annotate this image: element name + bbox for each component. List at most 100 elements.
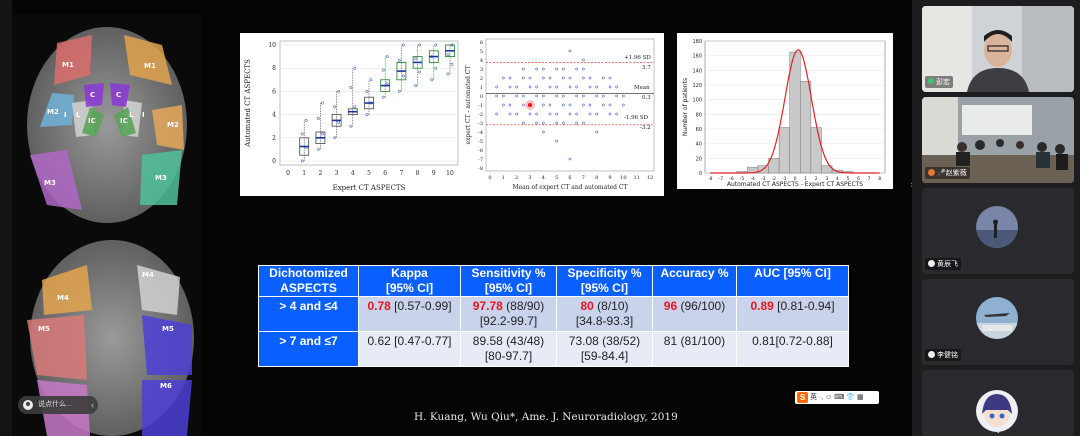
diff-point xyxy=(615,94,619,98)
x-tick-label: 1 xyxy=(502,175,505,181)
diff-point xyxy=(495,112,499,116)
participant-name: 李健铭 xyxy=(925,349,961,361)
y-tick-label: -5 xyxy=(478,139,483,145)
histogram-figure: 0 20 40 60 80 100 120 140 160 180 -8 -7 -6 -5 -4 -3 -2-… xyxy=(677,33,893,189)
row-label: > 7 and ≤7 xyxy=(258,331,359,367)
y-tick-label: -8 xyxy=(478,166,483,172)
outlier-point xyxy=(434,43,438,47)
kappa-cell: 0.78 [0.57-0.99] xyxy=(358,296,461,332)
col-header-kappa: Kappa [95% CI] xyxy=(358,265,461,297)
participant-tile[interactable]: 李健铭 xyxy=(922,279,1074,365)
y-tick-label: -2 xyxy=(478,112,483,118)
chevron-left-icon[interactable]: ‹ xyxy=(91,400,94,410)
x-tick-label: 7 xyxy=(868,176,871,182)
outlier-point xyxy=(385,82,389,86)
histogram-bar xyxy=(800,81,812,174)
mean-label: Mean xyxy=(634,85,650,91)
y-tick-label: 6 xyxy=(480,40,483,46)
y-tick-label: 4 xyxy=(480,58,483,64)
outlier-point xyxy=(450,62,454,66)
y-tick-label: 6 xyxy=(272,88,276,95)
diff-point xyxy=(548,112,552,116)
participant-video xyxy=(922,97,1074,183)
user-avatar-icon xyxy=(928,169,935,176)
participant-tile[interactable]: 黄辰飞 xyxy=(922,188,1074,274)
y-tick-label: 20 xyxy=(696,156,702,162)
chat-input-pill[interactable]: ☻ 说点什么... ‹ xyxy=(18,396,98,414)
outlier-point xyxy=(316,117,320,120)
diff-point xyxy=(548,85,552,89)
diff-point xyxy=(608,103,612,107)
participant-tile[interactable]: 彭宏 xyxy=(922,6,1074,92)
diff-point xyxy=(555,85,559,89)
chat-bubble-icon: ☻ xyxy=(23,400,33,410)
region-label: M1 xyxy=(62,61,74,69)
y-tick-label: 40 xyxy=(696,142,702,148)
participant-tile[interactable]: 🎤赵紫薇 xyxy=(922,97,1074,183)
boxplot-chart: 0 2 4 6 8 10 0 1 2 3 4 5 6 7 8 9 10 Expert CT ASPECTS A… xyxy=(244,40,459,192)
x-tick-label: 1 xyxy=(804,176,807,182)
y-axis-label: expert CT - automated CT xyxy=(465,66,472,145)
participant-avatar xyxy=(976,297,1018,339)
diff-point xyxy=(561,76,565,80)
left-strip xyxy=(0,0,12,436)
outlier-point xyxy=(397,59,401,62)
ime-status[interactable]: 英 ·, ☺ ⌨ 👕 ▦ xyxy=(810,394,864,401)
user-avatar-icon xyxy=(928,260,935,267)
x-tick-label: 2 xyxy=(815,176,818,182)
y-tick-label: 0 xyxy=(272,158,276,165)
x-tick-label: 10 xyxy=(446,170,454,177)
histogram-bar xyxy=(789,51,801,174)
participant-avatar xyxy=(976,390,1018,432)
chat-placeholder: 说点什么... xyxy=(38,401,72,408)
outlier-point xyxy=(320,132,324,136)
diff-point xyxy=(581,58,585,62)
region-label: M2 xyxy=(167,121,179,129)
outlier-point xyxy=(446,72,450,76)
ime-toolbar[interactable]: S 英 ·, ☺ ⌨ 👕 ▦ xyxy=(795,391,879,404)
region-label: C xyxy=(90,91,95,99)
x-tick-label: 4 xyxy=(836,176,839,182)
specificity-cell: 73.08 (38/52) [59-84.4] xyxy=(556,331,653,367)
sogou-logo-icon[interactable]: S xyxy=(797,392,808,403)
shared-slide: M1 M2 M3 M1 M2 M3 C C IC IC L L I I M4 M… xyxy=(0,0,912,436)
table-row: > 4 and ≤4 0.78 [0.57-0.99] 97.78 (88/90… xyxy=(258,296,849,332)
diff-point xyxy=(555,94,559,98)
accuracy-cell: 96 (96/100) xyxy=(652,296,737,332)
diff-point xyxy=(521,67,525,71)
y-axis-label: Automated CT ASPECTS xyxy=(244,59,252,148)
outlier-point xyxy=(434,66,438,70)
diff-point xyxy=(581,67,585,71)
diff-point xyxy=(515,94,519,98)
y-tick-label: 0 xyxy=(480,94,483,100)
region-label: M3 xyxy=(44,179,56,187)
y-tick-label: 8 xyxy=(272,65,276,72)
sensitivity-cell: 97.78 (88/90) [92.2-99.7] xyxy=(460,296,557,332)
outlier-point xyxy=(401,43,405,47)
chevron-down-icon[interactable]: ⌄ xyxy=(995,426,1002,435)
diff-point xyxy=(595,130,599,134)
diff-point xyxy=(581,94,585,98)
diff-point xyxy=(535,94,539,98)
brain-ct-figure: M1 M2 M3 M1 M2 M3 C C IC IC L L I I M4 M… xyxy=(12,15,202,436)
diff-point xyxy=(615,112,619,116)
diff-point xyxy=(548,103,552,107)
outlier-point xyxy=(430,55,434,59)
x-tick-label: 9 xyxy=(608,175,611,181)
kappa-cell: 0.62 [0.47-0.77] xyxy=(358,331,461,367)
y-tick-label: 5 xyxy=(480,49,483,55)
outlier-point xyxy=(337,120,341,124)
microphone-icon xyxy=(928,78,934,84)
x-tick-label: 10 xyxy=(620,175,626,181)
diff-point xyxy=(568,85,572,89)
cursor-dot xyxy=(528,103,532,107)
outlier-point xyxy=(337,89,341,93)
participant-tile[interactable] xyxy=(922,370,1074,436)
diff-point xyxy=(508,85,512,89)
outlier-point xyxy=(401,74,405,78)
diff-point xyxy=(521,121,525,125)
x-tick-label: 12 xyxy=(647,175,653,181)
x-tick-label: 0 xyxy=(794,176,797,182)
row-label: > 4 and ≤4 xyxy=(258,296,359,332)
x-tick-label: 3 xyxy=(528,175,531,181)
